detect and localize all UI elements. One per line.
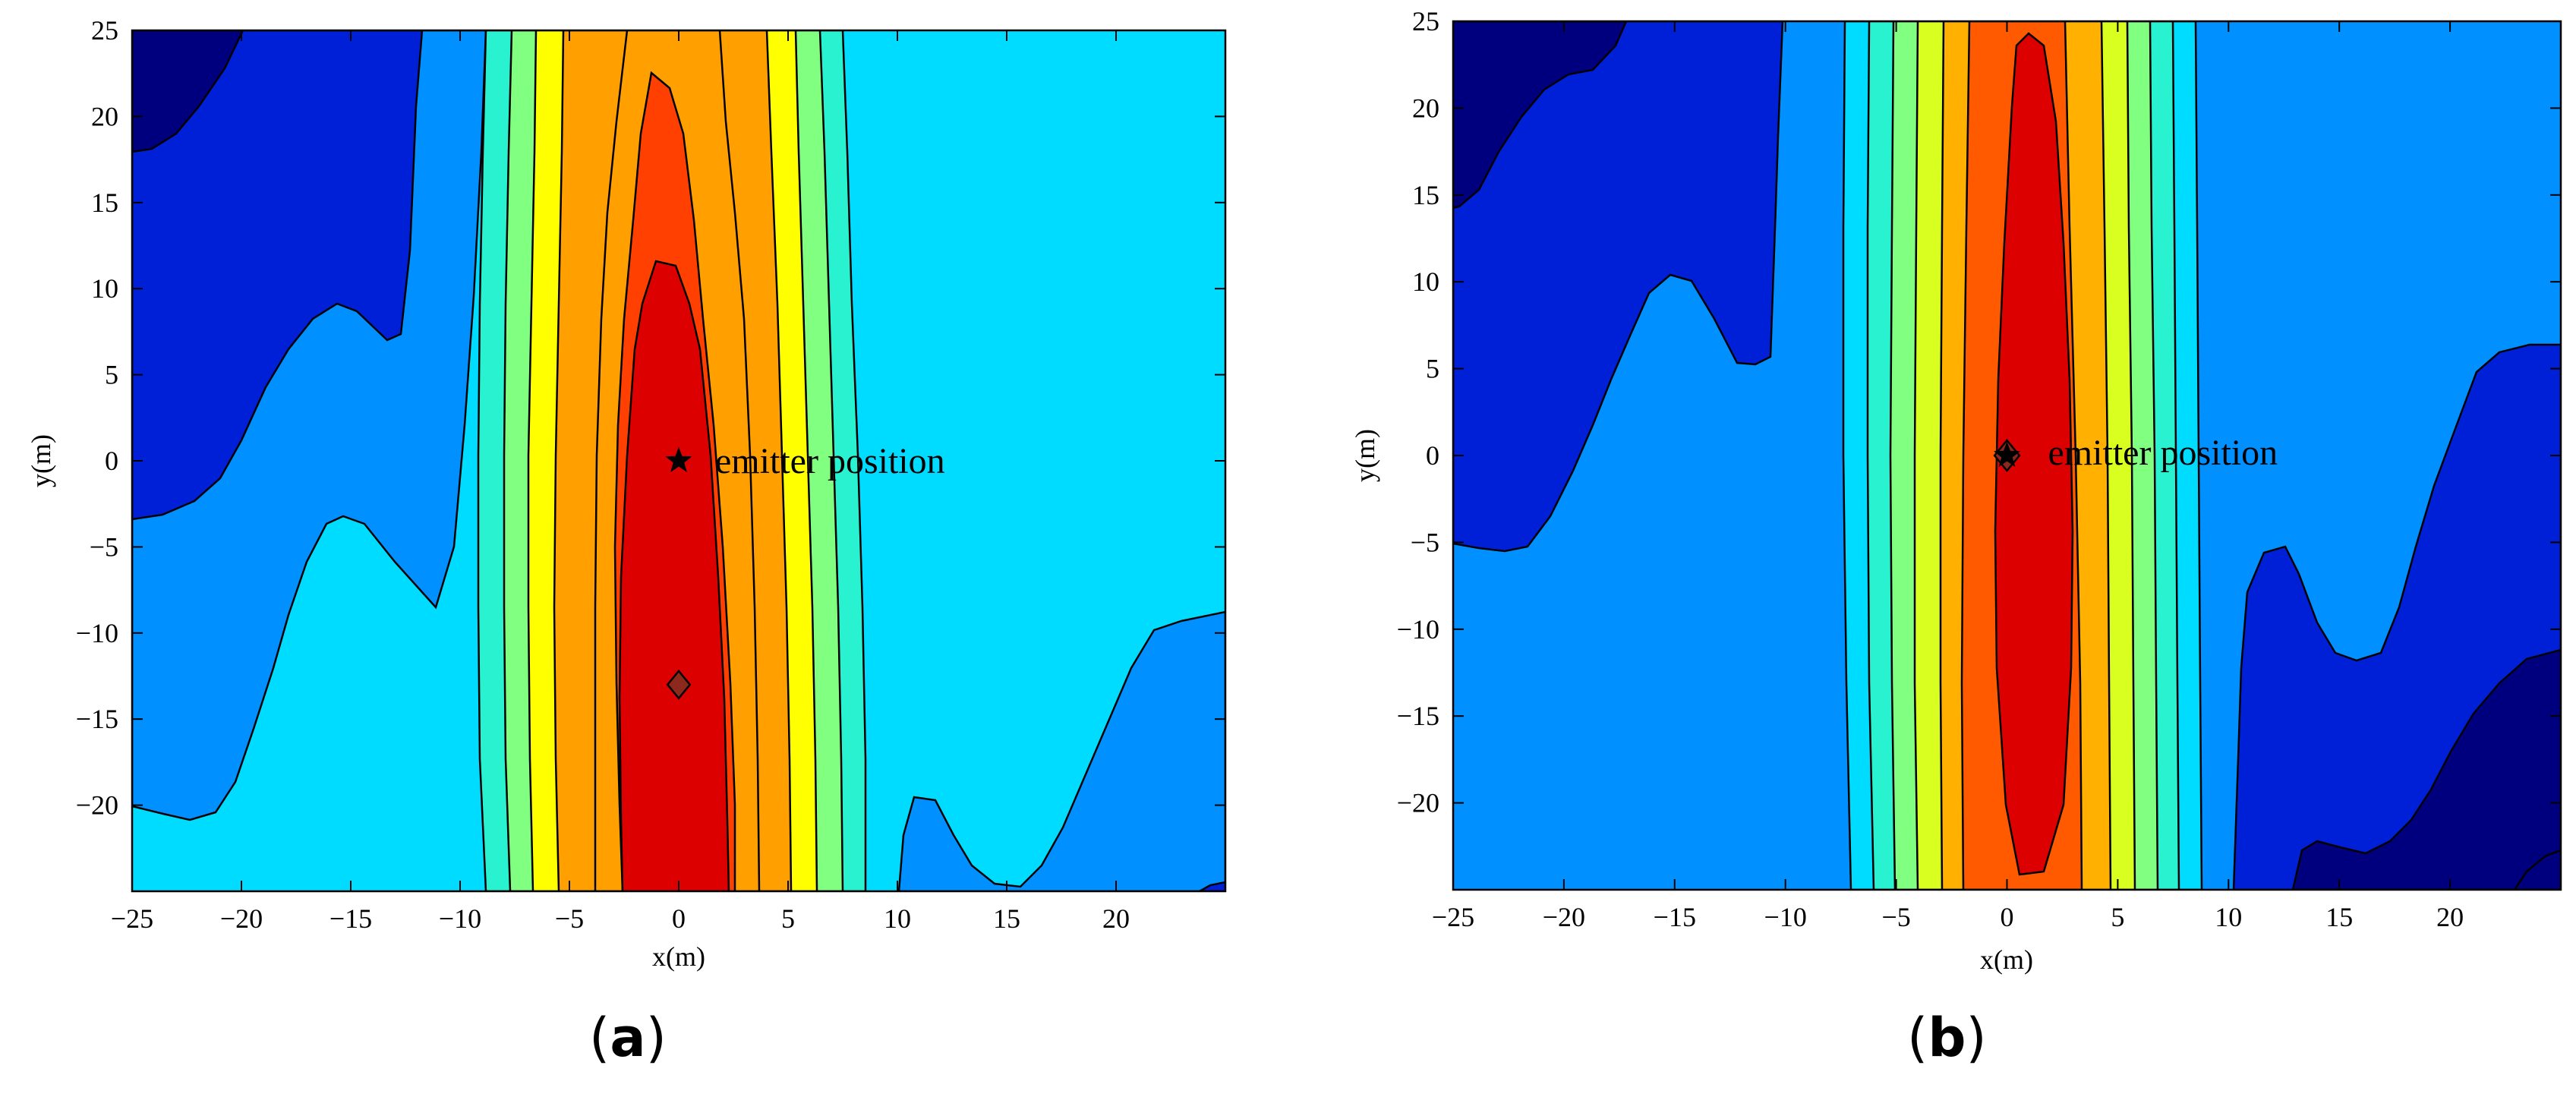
contour-level-10-center [1994, 32, 2074, 876]
x-tick-label: −15 [1654, 902, 1696, 932]
y-tick-label: −15 [76, 704, 118, 734]
contour-level-1-left [132, 30, 244, 153]
x-tick-label: 5 [781, 903, 795, 934]
y-tick-label: −5 [1411, 527, 1439, 557]
x-tick-label: −20 [1543, 902, 1585, 932]
y-tick-label: 15 [91, 188, 118, 218]
y-tick-label: 25 [91, 15, 118, 46]
y-tick-label: −20 [1397, 788, 1439, 818]
markers-a: emitter position [665, 441, 945, 700]
x-axis-label: x(m) [1980, 944, 2033, 975]
y-tick-label: −20 [76, 790, 118, 821]
contour-level-11-center [618, 260, 730, 891]
y-tick-label: 15 [1412, 180, 1439, 210]
y-axis-label: y(m) [1350, 429, 1380, 482]
x-tick-label: 15 [2325, 902, 2353, 932]
y-tick-label: 0 [1426, 440, 1439, 471]
panel-a: −25 −20 −15 −10 −5 0 5 10 15 20 25 20 15 10 5 0 −5 −10 −15… [0, 0, 1245, 1097]
emitter-position-annotation: emitter position [2048, 433, 2278, 473]
contour-chart-a: −25 −20 −15 −10 −5 0 5 10 15 20 25 20 15 10 5 0 −5 −10 −15… [26, 15, 1227, 972]
contour-level-0-right-corner [2513, 849, 2561, 890]
y-tick-label: −15 [1397, 701, 1439, 731]
emitter-position-annotation: emitter position [715, 441, 945, 481]
x-tick-label: 20 [1102, 903, 1130, 934]
y-axis-label: y(m) [26, 434, 56, 487]
x-tick-label: −15 [329, 903, 372, 934]
contour-level-2-left [132, 30, 424, 521]
panel-b: −25 −20 −15 −10 −5 0 5 10 15 20 25 20 15 10 5 0 −5 −10 −15… [1330, 0, 2576, 1097]
x-tick-label: 15 [993, 903, 1020, 934]
contour-level-1-right-corner [1197, 881, 1225, 891]
y-tick-label: 0 [105, 446, 118, 476]
contour-level-2-left [1453, 21, 1784, 553]
x-axis-label: x(m) [652, 941, 705, 972]
y-tick-label: 5 [105, 360, 118, 390]
y-tick-label: 5 [1426, 354, 1439, 384]
contour-level-1-left [1453, 21, 1628, 210]
axis-ticks-a: −25 −20 −15 −10 −5 0 5 10 15 20 25 20 15 10 5 0 −5 −10 −15… [76, 15, 1225, 934]
x-tick-label: 10 [2215, 902, 2242, 932]
x-tick-label: −5 [1881, 902, 1910, 932]
x-tick-label: −5 [555, 903, 584, 934]
y-tick-label: −10 [1397, 614, 1439, 645]
x-tick-label: −25 [111, 903, 153, 934]
markers-b: emitter position [1993, 433, 2278, 473]
y-tick-label: 20 [91, 101, 118, 131]
x-tick-label: 0 [2001, 902, 2014, 932]
x-tick-label: −25 [1432, 902, 1474, 932]
y-tick-label: 10 [1412, 266, 1439, 297]
panel-label-b: (b) [1907, 1007, 1987, 1069]
contour-chart-b: −25 −20 −15 −10 −5 0 5 10 15 20 25 20 15 10 5 0 −5 −10 −15… [1350, 6, 2562, 975]
emitter-star-marker [665, 446, 692, 472]
x-tick-label: 5 [2111, 902, 2124, 932]
x-tick-label: −10 [439, 903, 481, 934]
x-tick-label: −20 [220, 903, 263, 934]
y-tick-label: −5 [90, 531, 118, 562]
x-tick-label: −10 [1764, 902, 1807, 932]
x-tick-label: 0 [672, 903, 686, 934]
x-tick-label: 20 [2436, 902, 2464, 932]
y-tick-label: 20 [1412, 93, 1439, 123]
contour-level-1-right [2291, 648, 2561, 890]
y-tick-label: 10 [91, 273, 118, 304]
emitter-star-marker [1993, 441, 2021, 467]
estimate-diamond-marker [666, 669, 692, 700]
y-tick-label: −10 [76, 618, 118, 648]
panel-label-a: (a) [589, 1007, 667, 1069]
x-tick-label: 10 [884, 903, 911, 934]
y-tick-label: 25 [1412, 6, 1439, 36]
axis-ticks-b: −25 −20 −15 −10 −5 0 5 10 15 20 25 20 15 10 5 0 −5 −10 −15… [1397, 6, 2561, 932]
